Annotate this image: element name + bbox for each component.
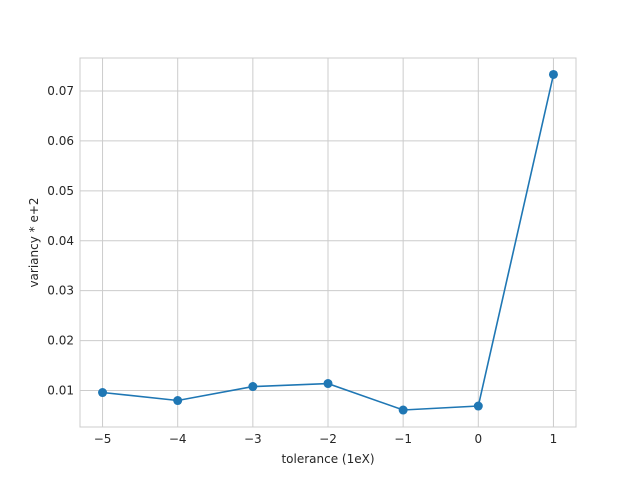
x-tick-label: −1 <box>394 432 412 446</box>
x-axis: −5 −4 −3 −2 −1 0 1 <box>94 432 558 446</box>
data-point <box>323 379 333 389</box>
y-tick-label: 0.02 <box>47 334 74 348</box>
y-tick-label: 0.07 <box>47 84 74 98</box>
series-points <box>98 69 558 415</box>
y-axis: 0.01 0.02 0.03 0.04 0.05 0.06 0.07 <box>47 84 74 398</box>
y-axis-label: variancy * e+2 <box>27 197 41 287</box>
x-tick-label: −3 <box>244 432 262 446</box>
x-axis-label: tolerance (1eX) <box>281 452 374 466</box>
data-point <box>398 405 408 415</box>
y-tick-label: 0.04 <box>47 234 74 248</box>
x-tick-label: −5 <box>94 432 112 446</box>
y-tick-label: 0.05 <box>47 184 74 198</box>
data-point <box>548 69 558 79</box>
data-point <box>473 401 483 411</box>
y-tick-label: 0.03 <box>47 284 74 298</box>
data-point <box>248 382 258 392</box>
x-tick-label: 1 <box>550 432 558 446</box>
data-point <box>98 388 108 398</box>
y-tick-label: 0.06 <box>47 134 74 148</box>
x-tick-label: 0 <box>474 432 482 446</box>
data-point <box>173 396 183 406</box>
plot-area-frame <box>79 57 577 428</box>
x-tick-label: −2 <box>319 432 337 446</box>
y-tick-label: 0.01 <box>47 384 74 398</box>
x-tick-label: −4 <box>169 432 187 446</box>
grid-lines <box>80 58 576 427</box>
